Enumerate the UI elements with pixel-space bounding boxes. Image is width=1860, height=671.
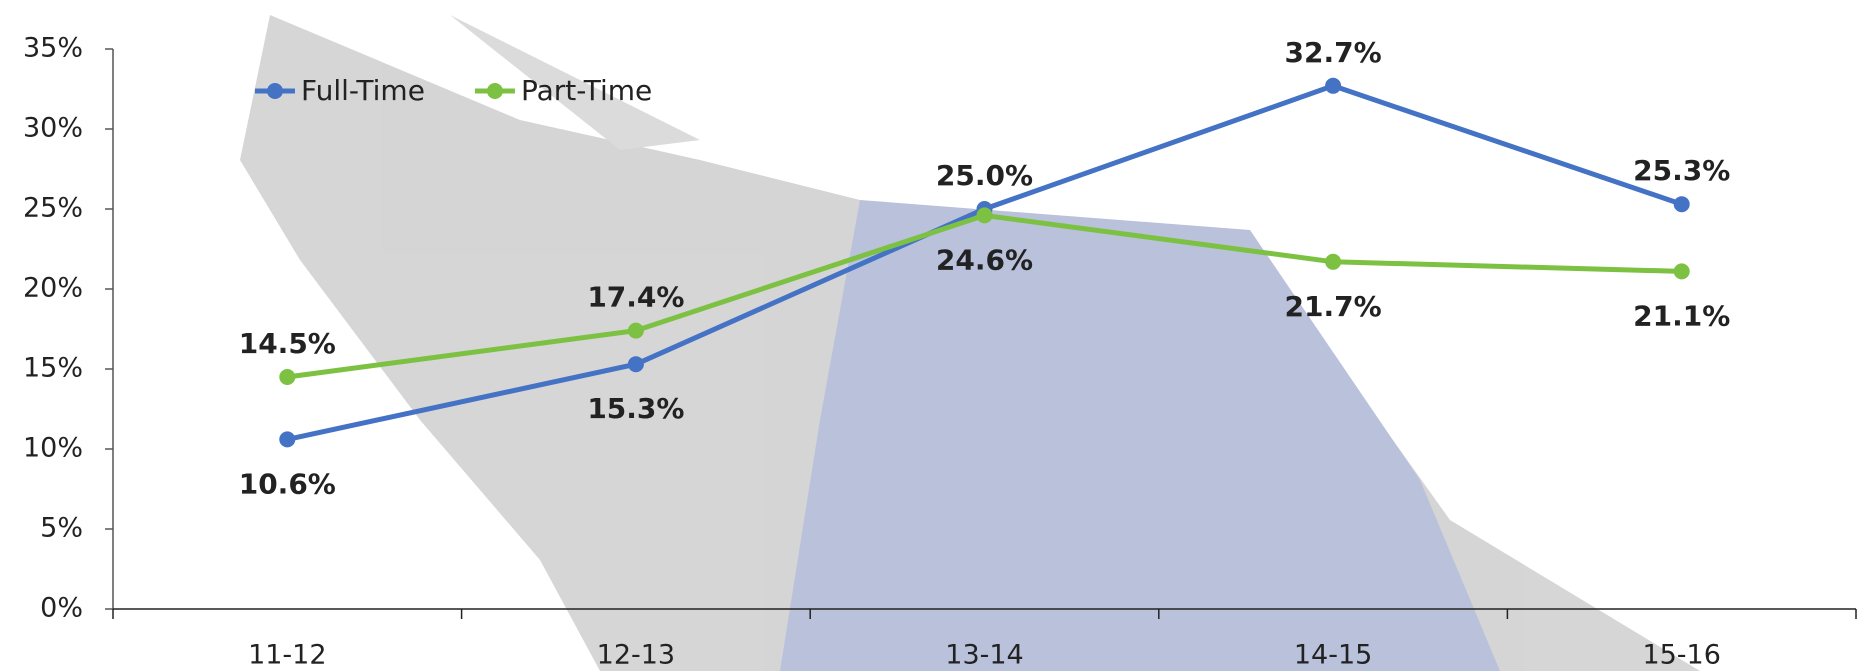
x-tick-label: 13-14	[945, 640, 1023, 671]
data-label: 25.3%	[1633, 154, 1730, 187]
y-tick-label: 30%	[23, 113, 83, 144]
data-label: 10.6%	[239, 467, 336, 500]
legend-marker	[267, 83, 283, 99]
legend-marker	[486, 83, 503, 99]
y-tick-label: 0%	[40, 593, 83, 624]
x-tick-label: 15-16	[1642, 640, 1720, 671]
data-label: 25.0%	[936, 159, 1033, 192]
y-tick-label: 5%	[40, 513, 83, 544]
point	[1673, 196, 1690, 213]
x-tick-label: 12-13	[597, 640, 675, 671]
data-label: 15.3%	[587, 392, 684, 425]
data-label: 24.6%	[936, 243, 1033, 276]
y-tick-label: 35%	[23, 33, 83, 64]
point	[976, 207, 993, 224]
point	[1673, 263, 1690, 280]
background-photo	[240, 15, 1700, 671]
point	[1325, 253, 1342, 270]
x-tick-label: 14-15	[1294, 640, 1372, 671]
data-label: 21.1%	[1633, 299, 1730, 332]
legend-label: Part-Time	[521, 74, 652, 107]
data-label: 17.4%	[587, 281, 684, 314]
y-tick-label: 20%	[23, 273, 83, 304]
y-tick-label: 10%	[23, 433, 83, 464]
point	[279, 369, 296, 385]
point	[627, 322, 644, 339]
data-label: 32.7%	[1285, 36, 1382, 69]
point	[1325, 77, 1342, 94]
legend-label: Full-Time	[301, 74, 425, 107]
point	[279, 431, 296, 448]
y-tick-label: 15%	[23, 353, 83, 384]
y-tick-label: 25%	[23, 193, 83, 224]
x-tick-label: 11-12	[248, 640, 326, 671]
data-label: 21.7%	[1285, 290, 1382, 323]
data-label: 14.5%	[239, 327, 336, 360]
point	[627, 356, 644, 373]
